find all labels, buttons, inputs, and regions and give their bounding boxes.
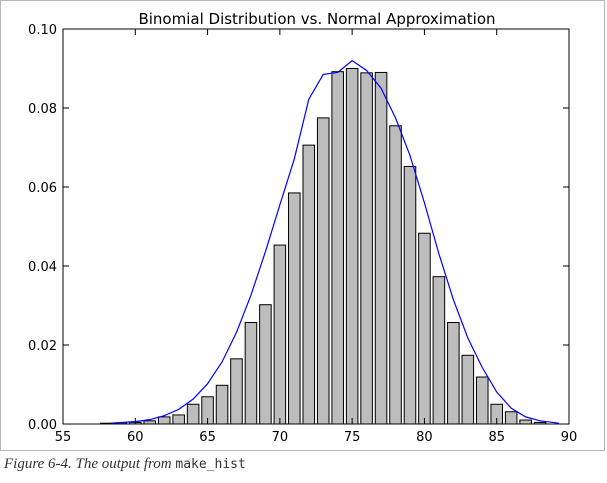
caption-text: Figure 6-4. The output from: [4, 456, 176, 472]
y-tick-label: 0.06: [28, 181, 57, 196]
bar: [475, 376, 489, 425]
bar: [403, 165, 417, 425]
plot-area: [62, 28, 570, 425]
y-tick-label: 0.08: [28, 102, 57, 117]
bar: [157, 416, 171, 425]
bar: [302, 144, 316, 425]
x-tick-label: 60: [127, 430, 144, 445]
bar: [186, 403, 200, 425]
x-tick-label: 70: [272, 430, 289, 445]
bar: [432, 276, 446, 425]
x-tick-label: 85: [488, 430, 505, 445]
bar: [461, 354, 475, 425]
x-tick-label: 90: [561, 430, 578, 445]
bar: [288, 192, 301, 425]
bar: [519, 419, 532, 425]
bar: [374, 71, 388, 425]
figure-frame: Binomial Distribution vs. Normal Approxi…: [0, 0, 605, 451]
y-tick-label: 0.00: [28, 418, 57, 433]
bar: [331, 71, 344, 425]
y-tick-labels: 0.00 0.02 0.04 0.06 0.08 0.10: [28, 23, 57, 433]
bar: [316, 117, 330, 425]
y-tick-label: 0.02: [28, 339, 57, 354]
bar: [230, 358, 243, 425]
normal-curve: [110, 59, 559, 424]
y-tick-label: 0.10: [28, 23, 57, 38]
bar: [259, 304, 272, 425]
y-tick-label: 0.04: [28, 260, 57, 275]
bar: [418, 232, 431, 425]
x-tick-labels: 55 60 65 70 75 80 85 90: [55, 430, 578, 445]
x-tick-label: 80: [416, 430, 433, 445]
figure-caption: Figure 6-4. The output from make_hist: [4, 456, 604, 478]
bar: [273, 244, 287, 425]
bar: [345, 68, 359, 425]
bar: [244, 321, 258, 425]
bar: [504, 411, 518, 425]
bar: [172, 414, 185, 425]
axis-ticks: [62, 28, 570, 425]
bar-series: [100, 68, 547, 425]
x-tick-label: 55: [55, 430, 72, 445]
bar: [447, 321, 460, 425]
bar: [389, 125, 402, 425]
x-tick-label: 75: [344, 430, 361, 445]
caption-code: make_hist: [175, 457, 246, 472]
chart: Binomial Distribution vs. Normal Approxi…: [28, 10, 578, 445]
bar: [360, 72, 373, 425]
bar: [215, 384, 229, 425]
line-series: [110, 59, 559, 424]
chart-title: Binomial Distribution vs. Normal Approxi…: [138, 10, 495, 28]
x-tick-label: 65: [199, 430, 216, 445]
